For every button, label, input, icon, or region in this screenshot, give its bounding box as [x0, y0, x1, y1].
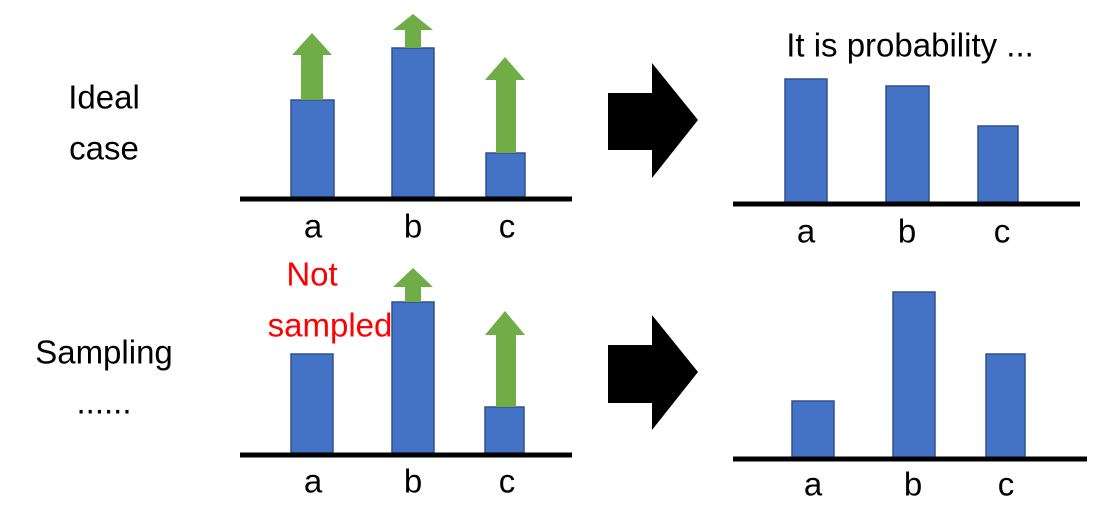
increase-arrow: [292, 33, 332, 100]
category-label: b: [904, 466, 922, 503]
row-label: Sampling: [35, 334, 173, 371]
category-label: c: [499, 208, 516, 245]
category-label: c: [998, 466, 1015, 503]
left-chart: a b c: [240, 14, 572, 245]
category-label: b: [404, 463, 422, 500]
annotation: sampled: [268, 307, 393, 344]
category-label: a: [804, 466, 823, 503]
bar: [791, 400, 835, 459]
row-label: case: [69, 130, 139, 167]
bar: [977, 125, 1019, 204]
left-chart: Not sampled a b c: [240, 256, 572, 500]
category-label: a: [304, 463, 323, 500]
category-label: c: [499, 463, 516, 500]
right-chart: a b c: [733, 291, 1087, 503]
category-label: b: [404, 208, 422, 245]
bar: [784, 78, 828, 204]
right-chart: It is probability ... a b c: [733, 27, 1080, 250]
chart-title: It is probability ...: [786, 27, 1034, 64]
bar: [485, 152, 526, 198]
increase-arrow: [485, 57, 525, 153]
bar: [391, 47, 435, 198]
bar: [290, 353, 334, 454]
bar: [290, 99, 335, 198]
row-label: ......: [76, 384, 131, 421]
bar: [484, 406, 525, 454]
bar: [892, 291, 936, 459]
row-label: Ideal: [68, 79, 140, 116]
category-label: c: [994, 213, 1011, 250]
category-label: a: [797, 213, 816, 250]
transition-arrow: [608, 63, 698, 178]
bar: [391, 301, 435, 454]
bar: [985, 353, 1026, 459]
increase-arrow: [393, 268, 433, 302]
bar: [885, 85, 930, 204]
category-label: a: [304, 208, 323, 245]
increase-arrow: [485, 311, 525, 407]
category-label: b: [898, 213, 916, 250]
increase-arrow: [393, 14, 433, 48]
transition-arrow: [608, 315, 698, 430]
annotation: Not: [286, 256, 337, 293]
